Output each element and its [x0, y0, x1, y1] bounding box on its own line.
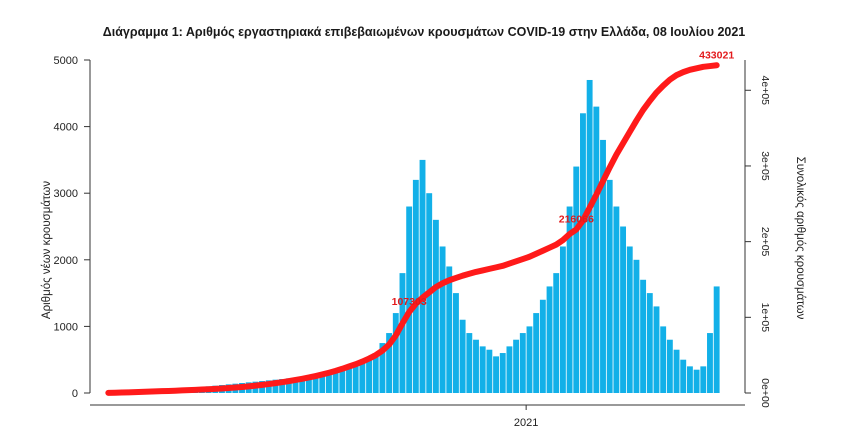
right-tick-label: 1e+05	[759, 303, 771, 333]
cumulative-annotations: 107303 216066 433021	[392, 49, 735, 308]
daily-cases-bar	[479, 346, 486, 393]
daily-cases-bar	[292, 377, 299, 393]
daily-cases-bar	[526, 326, 533, 393]
daily-cases-bar	[439, 246, 446, 393]
right-tick-label: 2e+05	[759, 227, 771, 257]
daily-cases-bar	[285, 378, 292, 393]
daily-cases-bar	[466, 333, 473, 393]
daily-cases-bar	[506, 346, 513, 393]
daily-cases-bar	[392, 313, 399, 393]
daily-cases-bar	[359, 363, 366, 393]
daily-cases-bar	[680, 359, 687, 393]
left-axis-ticks: 0 1000 2000 3000 4000 5000	[54, 55, 90, 400]
daily-cases-bar	[379, 343, 386, 393]
daily-cases-bar	[640, 279, 647, 393]
daily-cases-bar	[566, 206, 573, 393]
cumulative-cases-line	[105, 62, 720, 396]
daily-cases-bar	[406, 206, 413, 393]
x-axis-tick-label: 2021	[514, 417, 538, 429]
daily-cases-bar	[660, 326, 667, 393]
daily-cases-bar	[666, 339, 673, 393]
daily-cases-bar	[580, 113, 586, 393]
right-axis-ticks: 0e+00 1e+05 2e+05 3e+05 4e+05	[745, 76, 771, 408]
daily-cases-bar	[279, 379, 286, 393]
daily-cases-bar	[493, 356, 499, 393]
daily-cases-bar	[332, 369, 339, 393]
daily-cases-bar	[553, 273, 560, 393]
daily-cases-bar	[586, 79, 593, 393]
daily-cases-bar	[346, 366, 352, 393]
daily-cases-bar	[446, 266, 453, 393]
daily-cases-bar	[486, 349, 493, 393]
left-tick-label: 3000	[54, 188, 78, 200]
left-tick-label: 1000	[54, 321, 78, 333]
right-tick-label: 0e+00	[759, 378, 771, 408]
left-tick-label: 2000	[54, 255, 78, 267]
daily-cases-bar	[573, 166, 580, 393]
cumulative-annotation: 433021	[699, 49, 734, 61]
daily-cases-bar	[459, 319, 466, 393]
daily-cases-bar	[600, 139, 606, 393]
daily-cases-bar	[513, 339, 520, 393]
daily-cases-bar	[399, 273, 406, 393]
daily-cases-bar	[499, 353, 506, 393]
daily-cases-bar	[707, 333, 713, 393]
daily-cases-bar	[519, 333, 526, 393]
daily-cases-bar	[312, 375, 319, 393]
daily-cases-bar	[339, 367, 346, 393]
daily-cases-bar	[633, 259, 640, 393]
daily-cases-bar	[686, 366, 693, 393]
daily-cases-bar	[539, 299, 546, 393]
cumulative-annotation: 216066	[559, 214, 594, 226]
daily-cases-bar	[419, 159, 426, 393]
daily-cases-bar	[326, 371, 332, 393]
daily-cases-bar	[432, 219, 439, 393]
daily-cases-bar	[606, 179, 613, 393]
daily-cases-bar	[319, 373, 326, 393]
y-axis-label: Αριθμός νέων κρουσμάτων	[41, 181, 53, 319]
left-tick-label: 4000	[54, 122, 78, 134]
daily-cases-bar	[412, 179, 419, 393]
cumulative-annotation: 107303	[392, 296, 427, 308]
daily-cases-bar	[533, 313, 540, 393]
cumulative-line	[105, 62, 720, 396]
daily-cases-bar	[700, 366, 707, 393]
daily-cases-bar	[372, 353, 379, 393]
daily-cases-bar	[386, 333, 393, 393]
daily-cases-bars	[105, 79, 720, 394]
daily-cases-bar	[305, 376, 312, 393]
daily-cases-bar	[559, 246, 566, 393]
daily-cases-bar	[366, 359, 372, 393]
right-tick-label: 3e+05	[759, 151, 771, 181]
left-tick-label: 5000	[54, 55, 78, 67]
daily-cases-bar	[626, 246, 633, 393]
chart-title: Διάγραμμα 1: Αριθμός εργαστηριακά επιβεβ…	[103, 25, 746, 39]
daily-cases-bar	[546, 286, 553, 393]
daily-cases-bar	[653, 306, 660, 393]
daily-cases-bar	[453, 293, 459, 393]
daily-cases-bar	[272, 379, 279, 393]
daily-cases-bar	[713, 286, 720, 393]
right-tick-label: 4e+05	[759, 76, 771, 106]
left-tick-label: 0	[72, 388, 78, 400]
daily-cases-bar	[593, 106, 600, 394]
daily-cases-bar	[352, 365, 359, 393]
daily-cases-bar	[693, 369, 700, 393]
daily-cases-bar	[646, 293, 653, 393]
daily-cases-bar	[673, 349, 680, 393]
daily-cases-bar	[620, 226, 627, 393]
daily-cases-bar	[613, 206, 620, 393]
daily-cases-bar	[473, 339, 479, 393]
daily-cases-bar	[299, 377, 306, 393]
y-axis-right-label: Συνολικός αριθμός κρουσμάτων	[794, 157, 806, 320]
